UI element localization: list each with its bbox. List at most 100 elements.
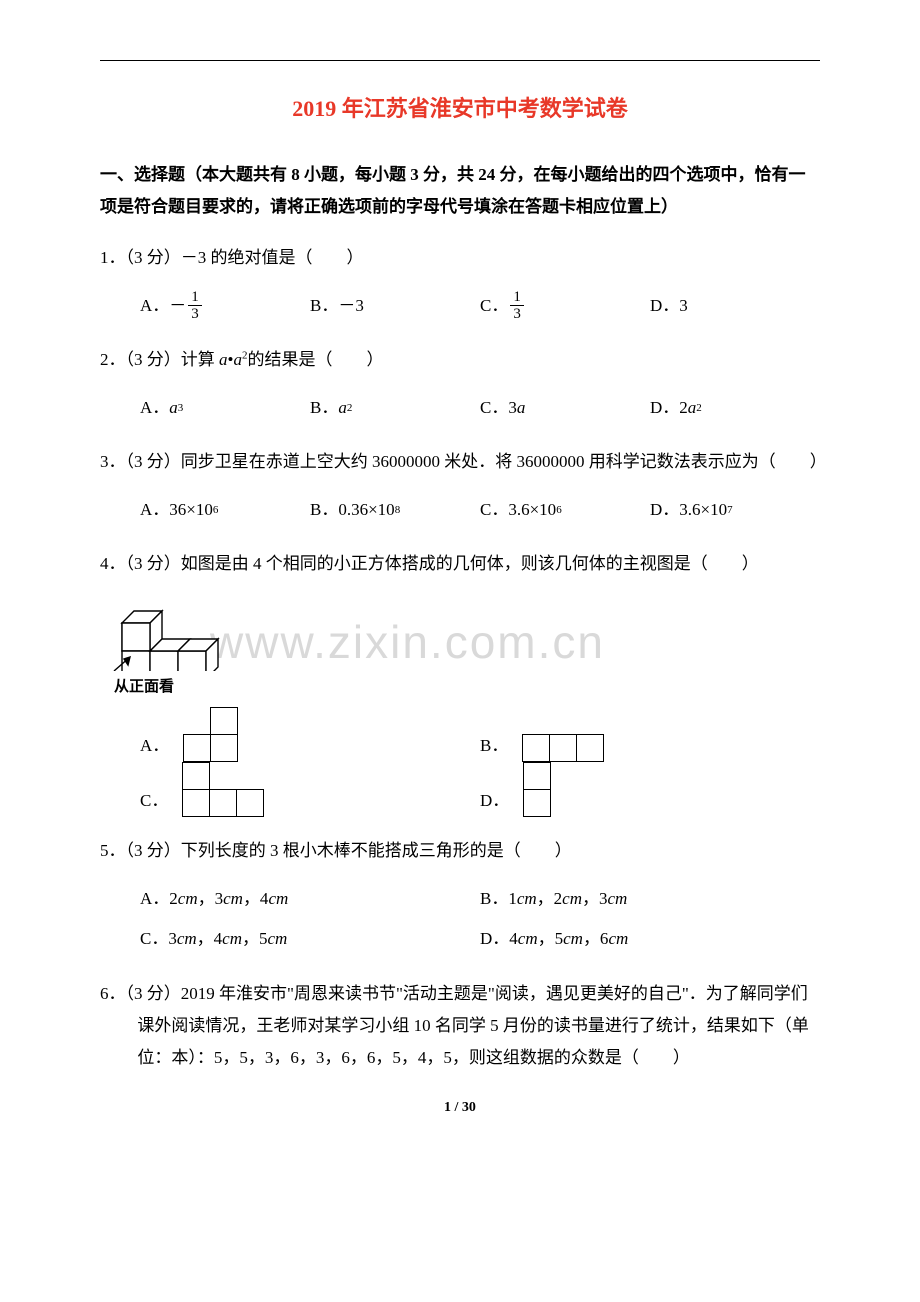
q2-stem-pre: 2．（3 分）计算 xyxy=(100,350,219,369)
q2-d-pre: D．2 xyxy=(650,392,688,424)
q5b2: ，2 xyxy=(537,883,563,915)
exam-title: 2019 年江苏省淮安市中考数学试卷 xyxy=(100,91,820,123)
q5d-u1: cm xyxy=(518,923,538,955)
q4-c-label: C． xyxy=(140,785,168,817)
q2-stem-post: 的结果是（ ） xyxy=(247,350,383,369)
q2-b-pre: B． xyxy=(310,392,338,424)
q2-a-pre: A． xyxy=(140,392,169,424)
q5b-u2: cm xyxy=(562,883,582,915)
q4-front-label: 从正面看 xyxy=(114,673,820,702)
q1-c-fraction: 1 3 xyxy=(510,289,524,323)
q2-choice-c: C．3a xyxy=(480,388,650,428)
q3-choice-c: C．3.6×106 xyxy=(480,490,650,530)
q4-d-label: D． xyxy=(480,785,509,817)
q1-choice-d: D．3 xyxy=(650,286,820,326)
q4-b-label: B． xyxy=(480,730,508,762)
q3-b-sup: 8 xyxy=(395,500,401,521)
q2-a-a: a xyxy=(169,392,178,424)
q3-c-pre: C．3.6×10 xyxy=(480,494,556,526)
q2-a2: a xyxy=(233,350,242,369)
q5c2: ，4 xyxy=(197,923,223,955)
q4-stem: 4．（3 分）如图是由 4 个相同的小正方体搭成的几何体，则该几何体的主视图是（… xyxy=(100,548,820,580)
question-3: 3．（3 分）同步卫星在赤道上空大约 36000000 米处．将 3600000… xyxy=(100,446,820,530)
section-1-header: 一、选择题（本大题共有 8 小题，每小题 3 分，共 24 分，在每小题给出的四… xyxy=(100,159,820,224)
q2-a-sup: 3 xyxy=(178,398,184,419)
q2-c-a: a xyxy=(517,392,526,424)
q4-choice-c: C． xyxy=(140,762,480,817)
page-number: 1 / 30 xyxy=(100,1100,820,1116)
q4-choice-a: A． xyxy=(140,707,480,762)
question-4: 4．（3 分）如图是由 4 个相同的小正方体搭成的几何体，则该几何体的主视图是（… xyxy=(100,548,820,817)
q3-stem: 3．（3 分）同步卫星在赤道上空大约 36000000 米处．将 3600000… xyxy=(100,446,820,478)
q1-choice-c: C． 1 3 xyxy=(480,286,650,326)
q2-choice-d: D．2a2 xyxy=(650,388,820,428)
q5a3: ，4 xyxy=(243,883,269,915)
q5-choice-b: B．1cm，2cm，3cm xyxy=(480,880,820,920)
q3-a-pre: A．36×10 xyxy=(140,494,213,526)
q1-a-num: 1 xyxy=(188,289,202,307)
q2-c-pre: C．3 xyxy=(480,392,517,424)
q5a2: ，3 xyxy=(198,883,224,915)
q5b1: B．1 xyxy=(480,883,517,915)
q5d-u3: cm xyxy=(608,923,628,955)
question-1: 1．（3 分）－3 的绝对值是（ ） A．－ 1 3 B．－3 C． 1 3 xyxy=(100,242,820,326)
q5c-u2: cm xyxy=(222,923,242,955)
q1-choice-b: B．－3 xyxy=(310,286,480,326)
q5a1: A．2 xyxy=(140,883,178,915)
q1-a-den: 3 xyxy=(188,306,202,323)
q5d2: ，5 xyxy=(538,923,564,955)
q2-choice-a: A．a3 xyxy=(140,388,310,428)
q1-stem: 1．（3 分）－3 的绝对值是（ ） xyxy=(100,242,820,274)
q4-choice-d: D． xyxy=(480,762,820,817)
q2-d-sup: 2 xyxy=(696,398,702,419)
q5-choice-d: D．4cm，5cm，6cm xyxy=(480,920,820,960)
q3-c-sup: 6 xyxy=(556,500,562,521)
q1-a-prefix: A．－ xyxy=(140,290,186,322)
q1-choice-a: A．－ 1 3 xyxy=(140,286,310,326)
q1-c-num: 1 xyxy=(510,289,524,307)
q5c3: ，5 xyxy=(242,923,268,955)
q1-c-prefix: C． xyxy=(480,290,508,322)
q3-d-pre: D．3.6×10 xyxy=(650,494,727,526)
q5c-u3: cm xyxy=(268,923,288,955)
q5-choice-a: A．2cm，3cm，4cm xyxy=(140,880,480,920)
q1-c-den: 3 xyxy=(510,306,524,323)
q4-choice-b: B． xyxy=(480,707,820,762)
q5b3: ，3 xyxy=(582,883,608,915)
q3-a-sup: 6 xyxy=(213,500,219,521)
q2-stem: 2．（3 分）计算 a•a2的结果是（ ） xyxy=(100,344,820,376)
q6-stem: 6．（3 分）2019 年淮安市"周恩来读书节"活动主题是"阅读，遇见更美好的自… xyxy=(100,978,820,1075)
question-6: 6．（3 分）2019 年淮安市"周恩来读书节"活动主题是"阅读，遇见更美好的自… xyxy=(100,978,820,1075)
question-5: 5．（3 分）下列长度的 3 根小木棒不能搭成三角形的是（ ） A．2cm，3c… xyxy=(100,835,820,959)
q5c1: C．3 xyxy=(140,923,177,955)
q5a-u2: cm xyxy=(223,883,243,915)
q2-choice-b: B．a2 xyxy=(310,388,480,428)
q5d3: ，6 xyxy=(583,923,609,955)
q4-solid-svg xyxy=(110,593,220,671)
q5d1: D．4 xyxy=(480,923,518,955)
q1-a-fraction: 1 3 xyxy=(188,289,202,323)
q2-b-a: a xyxy=(338,392,347,424)
q5b-u3: cm xyxy=(608,883,628,915)
q4-a-figure xyxy=(183,707,238,762)
q2-a1: a xyxy=(219,350,228,369)
question-2: 2．（3 分）计算 a•a2的结果是（ ） A．a3 B．a2 C．3a D．2… xyxy=(100,344,820,428)
q3-b-pre: B．0.36×10 xyxy=(310,494,395,526)
q5d-u2: cm xyxy=(563,923,583,955)
q5-choice-c: C．3cm，4cm，5cm xyxy=(140,920,480,960)
q4-solid-figure: 从正面看 xyxy=(110,593,820,702)
top-rule xyxy=(100,60,820,61)
q5-stem: 5．（3 分）下列长度的 3 根小木棒不能搭成三角形的是（ ） xyxy=(100,835,820,867)
q3-choice-d: D．3.6×107 xyxy=(650,490,820,530)
q5a-u3: cm xyxy=(268,883,288,915)
q4-d-figure xyxy=(523,762,551,817)
q2-b-sup: 2 xyxy=(347,398,353,419)
q4-b-figure xyxy=(522,734,604,762)
q3-choice-a: A．36×106 xyxy=(140,490,310,530)
q2-d-a: a xyxy=(688,392,697,424)
q4-a-label: A． xyxy=(140,730,169,762)
q4-c-figure xyxy=(182,762,264,817)
q3-d-sup: 7 xyxy=(727,500,733,521)
q5b-u1: cm xyxy=(517,883,537,915)
q5a-u1: cm xyxy=(178,883,198,915)
